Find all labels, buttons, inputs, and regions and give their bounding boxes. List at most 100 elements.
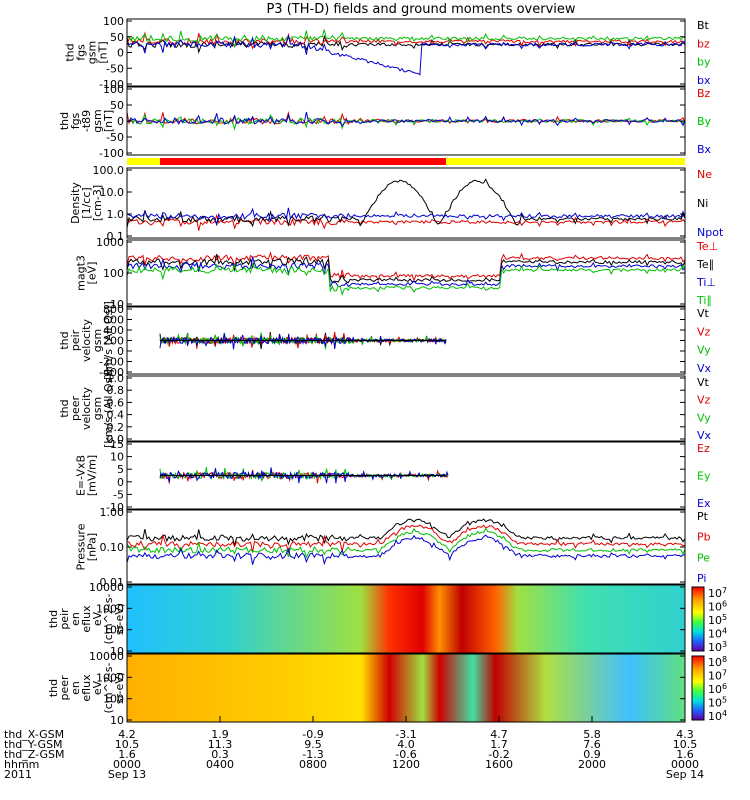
colorbar-label: 103 — [708, 640, 727, 654]
panel-frame — [126, 167, 686, 239]
time-axis-row-label: thd_X-GSM — [4, 728, 64, 741]
time-axis-value: 2000 — [578, 758, 606, 771]
series-trace-by — [126, 29, 686, 49]
spectrogram-image — [127, 654, 685, 722]
y-axis-label: thd — [64, 43, 77, 61]
y-tick-label: 1.00 — [100, 506, 125, 519]
legend-entry: Bz — [697, 87, 711, 100]
legend-entry: Vx — [697, 429, 712, 442]
y-axis-label: fgs — [75, 44, 88, 61]
y-tick-label: 0.10 — [100, 541, 125, 554]
y-axis-label: [nT] — [97, 41, 110, 63]
colorbar — [691, 586, 705, 652]
y-axis-label: E=-VxB — [75, 455, 88, 496]
series-trace-Vy — [159, 332, 447, 350]
panel-frame — [126, 441, 686, 510]
y-axis-label: [km/s (All Qs)] — [102, 369, 115, 448]
colorbar-label: 107 — [708, 586, 727, 600]
y-axis-label: [1/cc] — [80, 187, 93, 218]
legend-entry: Ni — [697, 197, 708, 210]
series-trace-bx — [126, 34, 686, 76]
y-axis-label: peer — [69, 396, 82, 422]
legend-entry: Vz — [697, 394, 711, 407]
figure-title: P3 (TH-D) fields and ground moments over… — [266, 2, 575, 17]
y-axis-label: [km/s (All Qs)] — [102, 301, 115, 380]
colorbar-label: 105 — [708, 696, 727, 710]
colorbar — [691, 655, 705, 721]
time-axis-row-label: 2011 — [4, 768, 32, 781]
panel-density: 100.0 10.0 1.0 0.1 Density[1/cc][cm-3] Ne Ni Np… — [69, 164, 724, 243]
y-tick-label: 10000 — [89, 581, 124, 594]
series-trace-Ni — [126, 178, 686, 228]
series-trace-Te∥ — [126, 253, 686, 284]
series-trace-Pt — [126, 518, 686, 548]
time-axis-value: 1.7 — [490, 738, 508, 751]
y-tick-label: 10.0 — [100, 186, 125, 199]
time-axis-value: 4.3 — [676, 728, 694, 741]
legend-entry: Ne — [697, 168, 712, 181]
y-tick-label: 0.8 — [107, 384, 125, 397]
legend-entry: Ti∥ — [696, 294, 712, 307]
y-tick-label: 15 — [110, 438, 124, 451]
y-tick-label: 1.0 — [107, 372, 125, 385]
y-tick-label: 100 — [103, 267, 124, 280]
y-axis-label: thd — [58, 399, 71, 417]
y-axis-label: thd — [58, 331, 71, 349]
y-tick-label: 100 — [103, 693, 124, 706]
legend-entry: Ey — [697, 470, 711, 483]
time-axis-labels: 4.210.51.600001.911.30.30400-0.99.5-1.30… — [4, 716, 704, 781]
y-axis-label: thd — [58, 112, 71, 130]
y-tick-label: 0.4 — [107, 409, 125, 422]
y-tick-label: -5 — [113, 488, 124, 501]
y-axis-label: (cm^2-s- — [102, 663, 115, 714]
time-axis-value: 11.3 — [208, 738, 233, 751]
time-axis-value: 7.6 — [583, 738, 601, 751]
y-tick-label: -100 — [99, 147, 124, 160]
time-axis-value: -0.2 — [488, 748, 509, 761]
series-trace-Ne — [126, 213, 686, 231]
y-tick-label: -400 — [99, 366, 124, 379]
y-tick-label: -50 — [106, 131, 124, 144]
y-tick-label: 1000 — [96, 602, 124, 615]
y-axis-label: en — [69, 612, 82, 626]
y-tick-label: 0 — [117, 115, 124, 128]
y-axis-label: [mV/m] — [86, 455, 99, 496]
y-axis-label: velocity — [80, 319, 93, 362]
y-tick-label: 0 — [117, 47, 124, 60]
y-axis-label: Pressure — [75, 523, 88, 570]
y-tick-label: 0.2 — [107, 421, 125, 434]
series-trace-Ez — [159, 469, 449, 484]
y-tick-label: 0.0 — [107, 433, 125, 446]
y-tick-label: 10000 — [89, 650, 124, 663]
time-axis-value: -1.3 — [302, 748, 323, 761]
y-tick-label: 100 — [103, 15, 124, 28]
panel-frame — [126, 584, 686, 654]
y-tick-label: 5 — [117, 463, 124, 476]
series-trace-Pb — [126, 524, 686, 554]
time-axis-value: 5.8 — [583, 728, 601, 741]
y-axis-label: eflux — [80, 674, 93, 702]
series-trace-Ti⊥ — [126, 255, 686, 289]
legend-entry: Ti⊥ — [696, 276, 716, 289]
time-axis-value: 0.9 — [583, 748, 601, 761]
y-tick-label: 10 — [110, 714, 124, 727]
y-axis-label: peir — [58, 608, 71, 630]
y-axis-label: [nPa] — [86, 533, 99, 561]
series-trace-bz — [126, 31, 686, 50]
y-tick-label: -200 — [99, 356, 124, 369]
spectrogram-image — [127, 585, 685, 653]
y-axis-label: Density — [69, 182, 82, 224]
time-axis-row-label: hhmm — [4, 758, 39, 771]
y-axis-label: gsm — [91, 397, 104, 420]
series-trace-Vx — [159, 333, 447, 350]
legend-entry: bx — [697, 74, 711, 87]
colorbar-label: 106 — [708, 600, 727, 614]
legend-entry: bz — [697, 37, 710, 50]
y-axis-label: gsm — [91, 329, 104, 352]
time-axis-value: 1600 — [485, 758, 513, 771]
time-axis-value: -0.9 — [302, 728, 323, 741]
time-axis-row-label: thd_Z-GSM — [4, 748, 64, 761]
